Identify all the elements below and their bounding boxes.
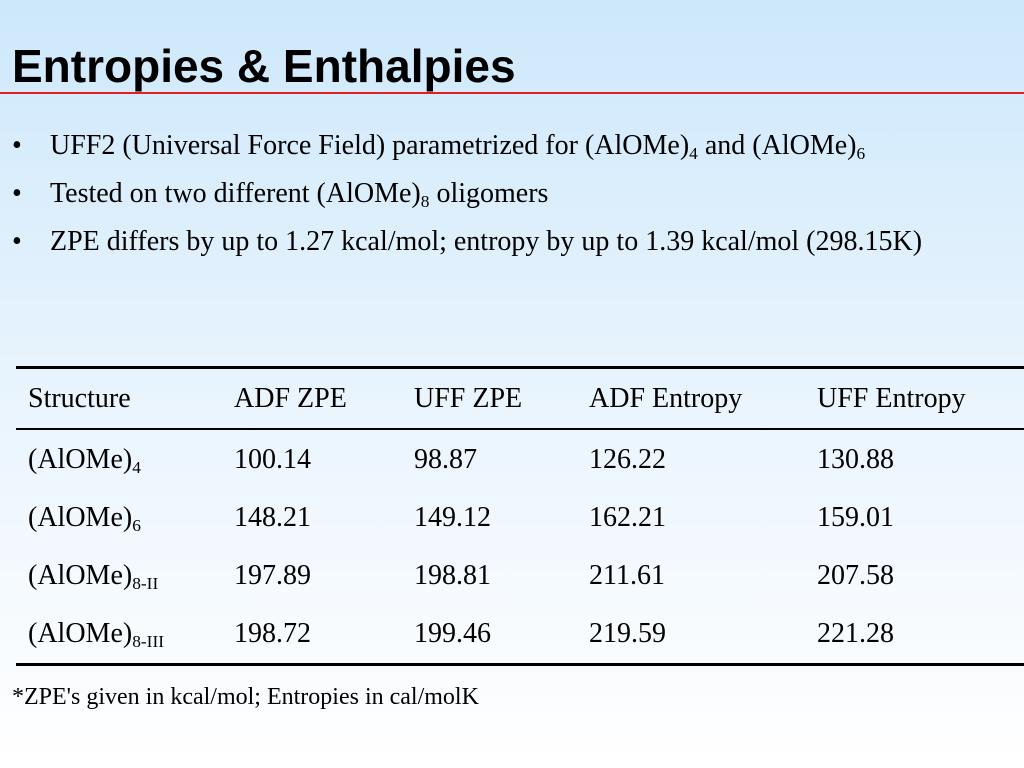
cell-uff-entropy: 207.58 (817, 560, 894, 591)
cell-adf-zpe: 100.14 (234, 443, 311, 475)
title-divider (0, 92, 1024, 94)
cell-adf-zpe: 148.21 (234, 502, 311, 533)
cell-adf-entropy: 162.21 (589, 502, 666, 533)
bullet-list: • UFF2 (Universal Force Field) parametri… (0, 128, 1024, 272)
cell-uff-entropy: 159.01 (817, 502, 894, 533)
bullet-dot: • (12, 130, 22, 161)
header-adf-entropy: ADF Entropy (589, 369, 817, 430)
cell-adf-entropy: 126.22 (589, 443, 666, 475)
header-uff-zpe: UFF ZPE (414, 369, 589, 430)
table-row: (AlOMe)6 148.21 149.12 162.21 159.01 (16, 489, 1024, 547)
cell-uff-zpe: 98.87 (414, 443, 477, 475)
bullet-dot: • (12, 226, 22, 257)
table-row: (AlOMe)8-II 197.89 198.81 211.61 207.58 (16, 547, 1024, 605)
cell-structure: (AlOMe)8-II (28, 560, 159, 593)
results-table: Structure ADF ZPE UFF ZPE ADF Entropy UF… (16, 369, 1024, 663)
bullet-dot: • (12, 178, 22, 209)
cell-structure: (AlOMe)6 (28, 502, 141, 535)
slide-title: Entropies & Enthalpies (12, 40, 516, 92)
table-header-row: Structure ADF ZPE UFF ZPE ADF Entropy UF… (16, 369, 1024, 430)
cell-structure: (AlOMe)4 (28, 443, 141, 477)
results-table-container: Structure ADF ZPE UFF ZPE ADF Entropy UF… (16, 366, 1024, 666)
cell-uff-entropy: 130.88 (817, 443, 894, 475)
cell-structure: (AlOMe)8-III (28, 618, 165, 651)
bullet-item-2: • Tested on two different (AlOMe)8 oligo… (12, 178, 549, 211)
cell-adf-zpe: 197.89 (234, 560, 311, 591)
bullet-item-3: • ZPE differs by up to 1.27 kcal/mol; en… (0, 224, 1024, 260)
cell-adf-zpe: 198.72 (234, 618, 311, 649)
table-row: (AlOMe)4 100.14 98.87 126.22 130.88 (16, 429, 1024, 489)
cell-uff-zpe: 149.12 (414, 502, 491, 533)
header-structure: Structure (16, 369, 234, 430)
cell-adf-entropy: 211.61 (589, 560, 665, 591)
header-adf-zpe: ADF ZPE (234, 369, 414, 430)
cell-uff-zpe: 199.46 (414, 618, 491, 649)
cell-adf-entropy: 219.59 (589, 618, 666, 649)
footnote: *ZPE's given in kcal/mol; Entropies in c… (12, 684, 479, 710)
bullet-item-1: • UFF2 (Universal Force Field) parametri… (12, 130, 866, 163)
cell-uff-entropy: 221.28 (817, 618, 894, 649)
table-row: (AlOMe)8-III 198.72 199.46 219.59 221.28 (16, 605, 1024, 663)
header-uff-entropy: UFF Entropy (817, 369, 1024, 430)
cell-uff-zpe: 198.81 (414, 560, 491, 591)
